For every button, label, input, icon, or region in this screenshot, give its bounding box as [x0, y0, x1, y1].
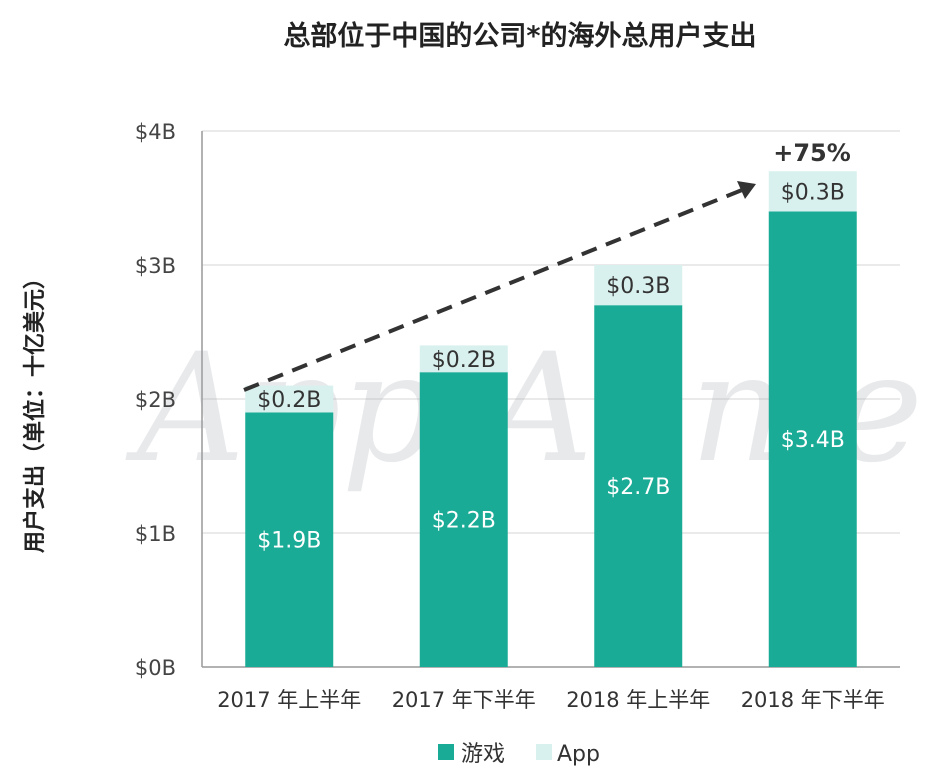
legend-label-games: 游戏: [461, 742, 505, 767]
data-label-app: $0.3B: [606, 274, 670, 299]
y-tick-label: $4B: [135, 120, 176, 144]
growth-annotation: +75%: [773, 139, 851, 167]
x-tick-label: 2018 年上半年: [566, 688, 710, 712]
y-tick-label: $2B: [135, 388, 176, 412]
data-label-games: $3.4B: [781, 428, 845, 453]
data-label-app: $0.2B: [257, 388, 321, 413]
data-label-games: $2.2B: [432, 509, 496, 534]
data-label-games: $2.7B: [606, 475, 670, 500]
trend-arrowhead: [737, 181, 756, 199]
x-tick-label: 2017 年上半年: [217, 688, 361, 712]
bar-app: [419, 345, 508, 373]
x-tick-label: 2018 年下半年: [741, 688, 885, 712]
bar-games: [594, 305, 683, 667]
bar-app: [245, 385, 334, 413]
trend-line: [243, 188, 743, 392]
bar-games: [768, 211, 857, 667]
bar-app: [768, 171, 857, 212]
legend-swatch-games: [438, 744, 454, 760]
data-label-games: $1.9B: [257, 529, 321, 554]
y-tick-label: $0B: [135, 656, 176, 680]
data-labels: $1.9B $0.2B $2.2B $0.2B $2.7B $0.3B $3.4B $0.3B: [257, 180, 845, 553]
bars: [245, 171, 857, 667]
y-axis-ticks: $0B $1B $2B $3B $4B: [135, 120, 176, 680]
bar-app: [594, 265, 683, 306]
bar-games: [245, 412, 334, 667]
trend-arrow: [243, 181, 756, 392]
data-label-app: $0.2B: [432, 348, 496, 373]
y-tick-label: $1B: [135, 522, 176, 546]
chart-title: 总部位于中国的公司*的海外总用户支出: [283, 20, 756, 52]
x-tick-label: 2017 年下半年: [392, 688, 536, 712]
y-tick-label: $3B: [135, 254, 176, 278]
bar-games: [419, 372, 508, 667]
y-axis-label: 用户支出（单位：十亿美元）: [22, 267, 48, 553]
legend-swatch-app: [536, 744, 552, 760]
legend: 游戏 App: [438, 742, 600, 767]
legend-label-app: App: [557, 742, 600, 767]
data-label-app: $0.3B: [781, 180, 845, 205]
x-axis-ticks: 2017 年上半年 2017 年下半年 2018 年上半年 2018 年下半年: [217, 688, 885, 712]
